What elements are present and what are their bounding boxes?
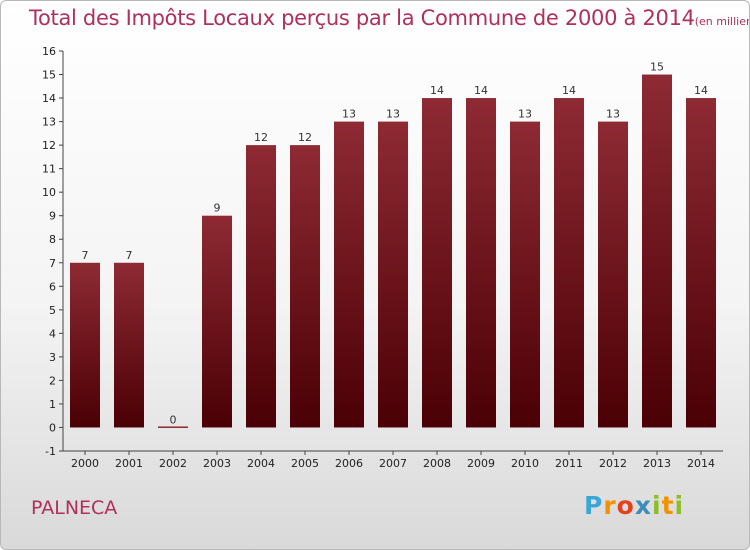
x-tick-label: 2006 xyxy=(335,457,363,470)
x-tick-label: 2005 xyxy=(291,457,319,470)
y-tick-label: 10 xyxy=(42,186,56,199)
bars xyxy=(70,74,716,428)
x-tick-label: 2014 xyxy=(687,457,715,470)
y-tick-label: 0 xyxy=(49,421,56,434)
logo-letter: t xyxy=(661,491,675,520)
x-tick-label: 2012 xyxy=(599,457,627,470)
bar xyxy=(158,426,188,428)
x-tick-label: 2002 xyxy=(159,457,187,470)
bar xyxy=(422,98,452,428)
data-label: 13 xyxy=(606,108,620,121)
logo-letter: r xyxy=(603,491,617,520)
data-label: 0 xyxy=(170,413,177,426)
bar xyxy=(202,215,232,428)
bar xyxy=(642,74,672,428)
data-label: 14 xyxy=(474,84,488,97)
y-tick-label: -1 xyxy=(45,445,56,458)
x-tick-label: 2000 xyxy=(71,457,99,470)
chart-title-text: Total des Impôts Locaux perçus par la Co… xyxy=(29,6,695,30)
data-label: 14 xyxy=(694,84,708,97)
data-labels: 7 7 0 9 12 12 13 13 14 14 13 14 13 15 14 xyxy=(82,61,709,427)
y-tick-label: 12 xyxy=(42,139,56,152)
data-label: 7 xyxy=(126,249,133,262)
x-tick-label: 2011 xyxy=(555,457,583,470)
y-tick-label: 5 xyxy=(49,304,56,317)
x-tick-label: 2009 xyxy=(467,457,495,470)
data-label: 13 xyxy=(342,108,356,121)
bar xyxy=(510,121,540,428)
x-tick-label: 2013 xyxy=(643,457,671,470)
logo-letter: P xyxy=(584,491,604,520)
logo-letter: o xyxy=(616,491,635,520)
proxiti-logo: Proxiti xyxy=(584,491,684,520)
x-tick-label: 2008 xyxy=(423,457,451,470)
bar xyxy=(70,262,100,428)
bar xyxy=(114,262,144,428)
data-label: 15 xyxy=(650,61,664,74)
x-tick-label: 2004 xyxy=(247,457,275,470)
x-tick-label: 2001 xyxy=(115,457,143,470)
bar xyxy=(246,145,276,428)
bar xyxy=(598,121,628,428)
data-label: 9 xyxy=(214,202,221,215)
bar xyxy=(378,121,408,428)
logo-letter: x xyxy=(634,491,652,520)
logo-letter: i xyxy=(652,491,662,520)
y-tick-label: 8 xyxy=(49,233,56,246)
data-label: 13 xyxy=(518,108,532,121)
data-label: 12 xyxy=(298,131,312,144)
y-tick-label: 7 xyxy=(49,257,56,270)
bar xyxy=(686,98,716,428)
x-tick-label: 2007 xyxy=(379,457,407,470)
x-tick-label: 2010 xyxy=(511,457,539,470)
data-label: 14 xyxy=(430,84,444,97)
data-label: 12 xyxy=(254,131,268,144)
y-tick-label: 2 xyxy=(49,374,56,387)
y-tick-label: 14 xyxy=(42,92,56,105)
y-tick-label: 16 xyxy=(42,45,56,58)
y-tick-label: 13 xyxy=(42,116,56,129)
data-label: 14 xyxy=(562,84,576,97)
bar xyxy=(466,98,496,428)
bar xyxy=(334,121,364,428)
bar xyxy=(290,145,320,428)
y-tick-label: 9 xyxy=(49,210,56,223)
data-label: 13 xyxy=(386,108,400,121)
y-tick-label: 15 xyxy=(42,69,56,82)
logo-letter: i xyxy=(674,491,685,520)
y-tick-label: 1 xyxy=(49,398,56,411)
y-tick-label: 4 xyxy=(49,327,56,340)
commune-name: PALNECA xyxy=(31,497,118,519)
chart-title: Total des Impôts Locaux perçus par la Co… xyxy=(29,6,749,30)
chart-unit: (en milliers d'€) xyxy=(694,15,749,28)
y-tick-label: 11 xyxy=(42,163,56,176)
bar xyxy=(554,98,584,428)
data-label: 7 xyxy=(82,249,89,262)
y-tick-label: 6 xyxy=(49,280,56,293)
y-tick-label: 3 xyxy=(49,351,56,364)
x-tick-label: 2003 xyxy=(203,457,231,470)
